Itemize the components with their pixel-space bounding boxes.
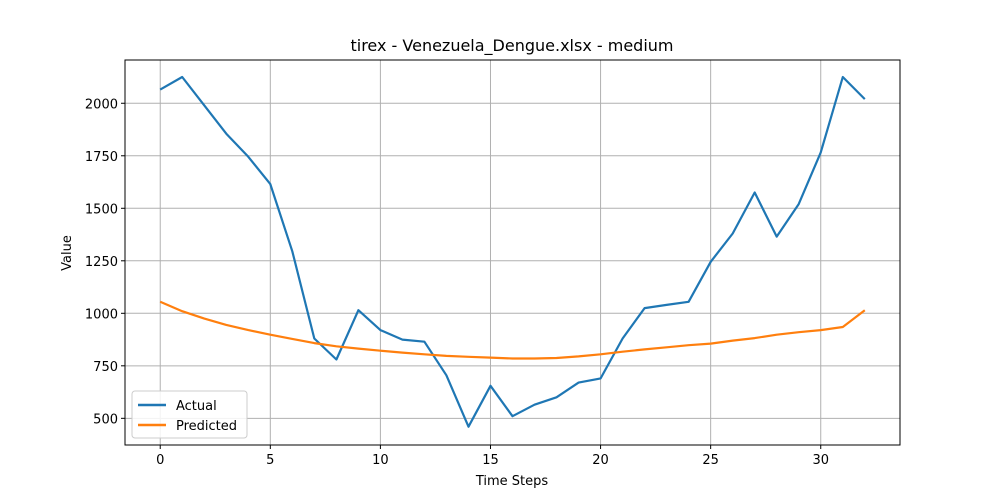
x-axis-label: Time Steps (475, 474, 549, 489)
y-axis-ticks: 500 750 1000 1250 1500 1750 2000 (85, 97, 125, 427)
y-tick-label: 750 (93, 360, 118, 375)
legend-label-actual: Actual (176, 399, 217, 414)
x-tick-label: 0 (156, 453, 164, 468)
series-lines (159, 75, 866, 428)
x-tick-label: 5 (266, 453, 274, 468)
x-tick-label: 30 (812, 453, 829, 468)
grid (125, 60, 900, 445)
x-tick-label: 20 (592, 453, 609, 468)
legend: Actual Predicted (131, 390, 248, 439)
y-tick-label: 500 (93, 412, 118, 427)
series-line-actual (159, 75, 866, 428)
plot-frame (124, 59, 901, 446)
y-tick-label: 1750 (85, 150, 118, 165)
x-tick-label: 15 (482, 453, 499, 468)
y-axis-label: Value (60, 235, 75, 271)
x-tick-label: 10 (372, 453, 389, 468)
y-tick-label: 1250 (85, 255, 118, 270)
x-axis-ticks: 0 5 10 15 20 25 30 (156, 445, 829, 468)
legend-label-predicted: Predicted (176, 419, 237, 434)
y-tick-label: 2000 (85, 97, 118, 112)
chart-title: tirex - Venezuela_Dengue.xlsx - medium (350, 36, 673, 56)
y-tick-label: 1500 (85, 202, 118, 217)
x-tick-label: 25 (702, 453, 719, 468)
series-line-predicted (159, 300, 866, 360)
y-tick-label: 1000 (85, 307, 118, 322)
